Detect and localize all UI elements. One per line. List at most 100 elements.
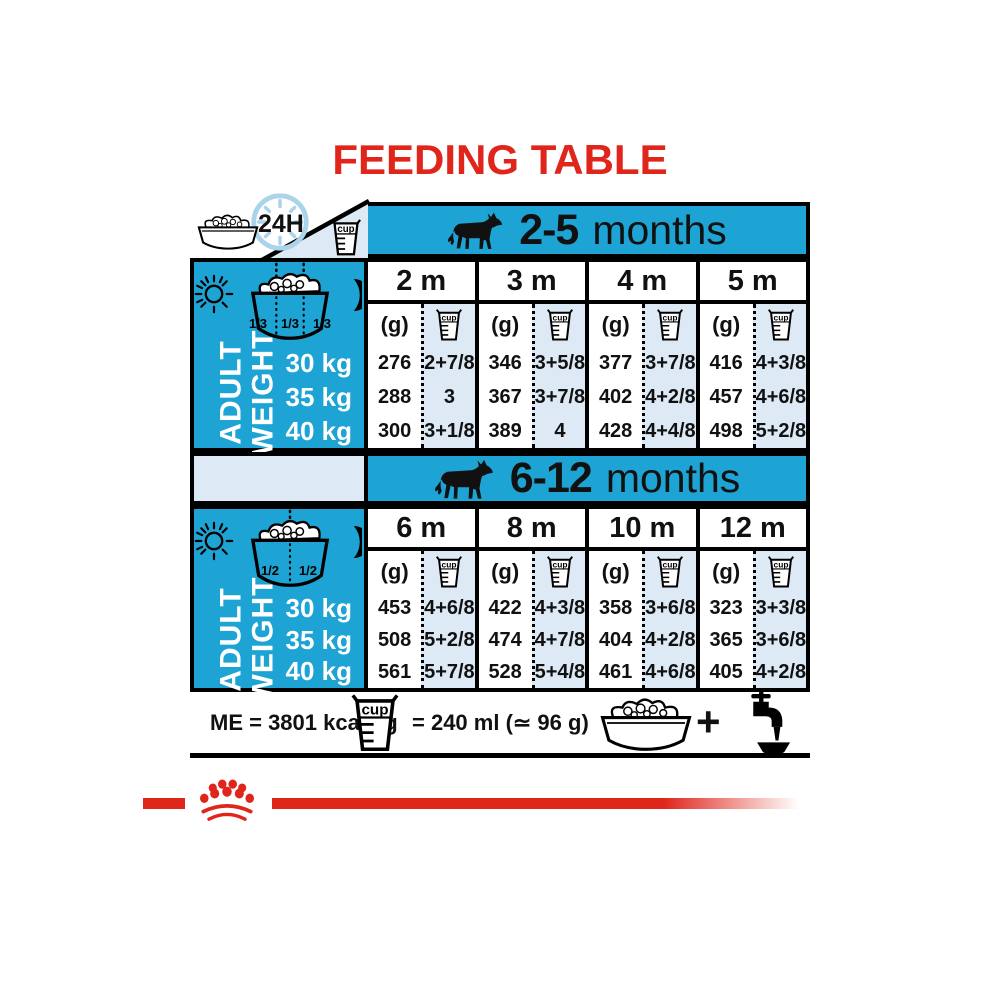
plus-sign: + [696,698,721,745]
month-label: 6 m [368,509,475,551]
adult-weight-label: ADULT WEIGHT [205,570,290,710]
month-column: 10 m (g) 358 404 461 3+6/8 4+2/8 4+6/8 [589,509,696,688]
grams-value: 474 [488,629,522,651]
cups-subcolumn: 3+6/8 4+2/8 4+6/8 [642,551,696,688]
weight-row-label: 35 kg [285,624,353,655]
water-tap-icon [730,692,792,756]
grams-value: 428 [598,419,633,442]
month-column: 8 m (g) 422 474 528 4+3/8 4+7/8 5+4/8 [478,509,586,688]
grams-value: 365 [709,629,743,651]
cups-value: 3 [443,385,455,408]
cups-value: 5+2/8 [755,419,807,442]
grams-subcolumn: (g) 346 367 389 [479,304,532,448]
grams-value: 457 [709,385,743,408]
grams-value: 404 [598,629,633,651]
brand-bar [143,798,815,809]
cups-subcolumn: 2+7/8 3 3+1/8 [421,304,475,448]
grams-value: 498 [709,419,743,442]
cup-equivalence-label: = 240 ml (≃ 96 g) [412,710,589,735]
cups-value: 3+6/8 [755,629,807,651]
grams-value: 561 [377,660,412,683]
cups-subcolumn: 4+6/8 5+2/8 5+7/8 [421,551,475,688]
month-label: 2 m [368,262,475,304]
cups-value: 2+7/8 [424,351,475,374]
ration-panel-6-12: 1/2 1/2 ADULT WEIGHT 30 kg 35 kg 40 kg [190,505,368,703]
month-label: 5 m [699,262,806,304]
weight-row-label: 30 kg [285,348,353,378]
grams-value: 358 [598,597,633,620]
sun-icon [194,274,234,314]
cup-icon [535,304,585,346]
month-column-body: (g) 276 288 300 2+7/8 3 3+1/8 [368,304,475,448]
month-column-body: (g) 377 402 428 3+7/8 4+2/8 4+4/8 [589,304,696,448]
royal-canin-crown-logo [191,779,263,829]
spacer-cell [190,452,368,505]
grams-value: 377 [598,351,633,374]
red-stripe-left [143,798,185,809]
month-label: 10 m [589,509,696,551]
grams-value: 288 [377,385,412,408]
month-columns-2-5: 2 m (g) 276 288 300 2+7/8 3 3+1/8 3 m (g… [368,258,810,452]
grams-unit-label: (g) [491,312,520,337]
grams-subcolumn: (g) 276 288 300 [368,304,421,448]
month-column: 4 m (g) 377 402 428 3+7/8 4+2/8 4+4/8 [589,262,696,448]
month-column: 5 m (g) 416 457 498 4+3/8 4+6/8 5+2/8 [699,262,807,448]
grams-value: 405 [709,660,743,683]
cups-value: 3+7/8 [645,351,696,374]
month-label: 3 m [478,262,585,304]
measuring-cup-icon [331,219,361,256]
month-column: 12 m (g) 323 365 405 3+3/8 3+6/8 4+2/8 [699,509,807,688]
cups-subcolumn: 3+7/8 4+2/8 4+4/8 [642,304,696,448]
bowl-fraction: 1/2 [260,563,280,578]
month-columns-6-12: 6 m (g) 453 508 561 4+6/8 5+2/8 5+7/8 8 … [368,505,810,692]
grams-value: 300 [377,419,412,442]
grams-value: 389 [488,419,522,442]
month-label: 12 m [699,509,806,551]
divided-bowl-icon: 1/3 1/3 1/3 [238,262,342,350]
adult-label: ADULT [214,340,248,445]
cups-subcolumn: 4+3/8 4+7/8 5+4/8 [531,551,586,688]
grams-value: 346 [488,351,522,374]
weight-rows: 30 kg 35 kg 40 kg [286,346,353,448]
cups-value: 5+4/8 [534,660,586,683]
cups-value: 3+5/8 [534,351,586,374]
grams-value: 508 [377,629,412,651]
duration-label: 24H [258,210,304,238]
cups-subcolumn: 3+3/8 3+6/8 4+2/8 [752,551,807,688]
grams-subcolumn: (g) 422 474 528 [479,551,532,688]
weight-label: WEIGHT [246,329,279,456]
cups-value: 4+7/8 [534,629,586,651]
month-column: 2 m (g) 276 288 300 2+7/8 3 3+1/8 [368,262,475,448]
weight-row-label: 40 kg [285,416,353,446]
grams-value: 416 [709,351,743,374]
month-column-body: (g) 358 404 461 3+6/8 4+2/8 4+6/8 [589,551,696,688]
cups-value: 4+2/8 [645,385,696,408]
bowl-fraction: 1/3 [280,316,300,331]
cups-value: 5+7/8 [424,660,475,683]
sun-icon [194,521,234,561]
cup-icon [535,551,585,593]
cups-value: 4+6/8 [755,385,807,408]
weight-rows: 30 kg 35 kg 40 kg [286,593,353,688]
grams-unit-label: (g) [491,559,520,584]
grams-value: 276 [377,351,412,374]
grams-unit-label: (g) [380,312,409,337]
month-label: 4 m [589,262,696,304]
cup-icon [645,551,695,593]
cups-value: 3+7/8 [534,385,586,408]
cup-icon [756,551,806,593]
cups-value: 4+6/8 [645,660,696,683]
grams-unit-label: (g) [601,312,630,337]
cups-value: 4+2/8 [645,629,696,651]
grams-unit-label: (g) [380,559,409,584]
grams-subcolumn: (g) 377 402 428 [589,304,642,448]
red-stripe-right [272,798,815,809]
adult-label: ADULT [214,587,248,692]
weight-row-label: 35 kg [285,382,353,412]
age-range-label: 6-12 [509,454,593,502]
age-band-6-12-months: 6-12 months [368,452,810,505]
grams-unit-label: (g) [712,559,741,584]
cups-subcolumn: 3+5/8 3+7/8 4 [531,304,586,448]
food-bowl-icon [194,206,262,256]
age-band-2-5-months: 2-5 months [368,202,810,258]
